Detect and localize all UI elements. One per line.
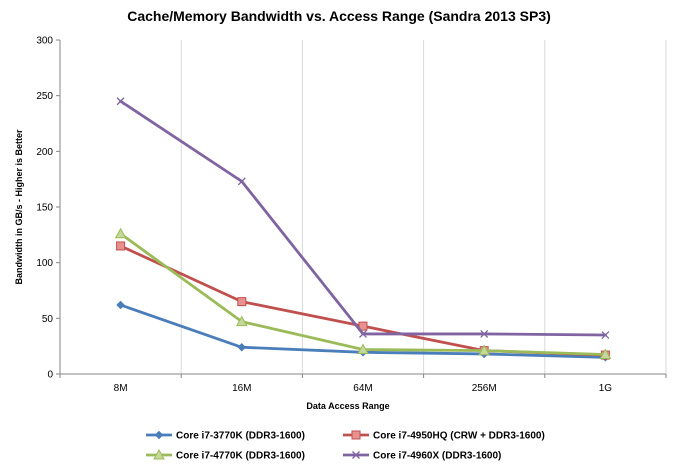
data-point xyxy=(359,329,367,338)
x-axis-title: Data Access Range xyxy=(306,401,389,411)
data-point xyxy=(480,329,489,338)
x-marker-stroke xyxy=(480,329,489,338)
legend: Core i7-3770K (DDR3-1600) Core i7-4950HQ … xyxy=(146,430,545,462)
grid-layer xyxy=(180,40,667,374)
x-tick-label: 16M xyxy=(232,383,251,394)
legend-label: Core i7-4960X (DDR3-1600) xyxy=(373,451,501,462)
y-tick-label: 300 xyxy=(36,36,53,47)
data-point xyxy=(357,343,369,355)
series-layer xyxy=(114,97,612,362)
data-point xyxy=(478,344,491,356)
chart-title: Cache/Memory Bandwidth vs. Access Range … xyxy=(127,8,551,24)
legend-label: Core i7-4950HQ (CRW + DDR3-1600) xyxy=(373,431,545,442)
x-marker-stroke xyxy=(352,451,360,459)
data-point xyxy=(116,300,125,310)
x-tick-label: 256M xyxy=(472,383,497,394)
x-marker-stroke xyxy=(601,331,610,339)
x-tick-label: 8M xyxy=(114,383,128,394)
legend-marker xyxy=(154,430,164,440)
x-marker-stroke xyxy=(359,329,367,338)
series-line xyxy=(119,99,607,337)
legend-marker xyxy=(352,451,360,459)
data-point xyxy=(599,348,612,360)
data-point xyxy=(237,342,247,352)
axis-layer: 0 50 100 150 200 250 300 8M 16M 64M 256M 1G xyxy=(36,36,667,394)
y-tick-label: 0 xyxy=(47,370,53,381)
data-point xyxy=(235,315,248,327)
legend-entry: Core i7-4770K (DDR3-1600) xyxy=(146,448,305,462)
legend-entry: Core i7-4950HQ (CRW + DDR3-1600) xyxy=(343,430,545,442)
legend-entry: Core i7-4960X (DDR3-1600) xyxy=(343,451,501,462)
legend-label: Core i7-4770K (DDR3-1600) xyxy=(176,451,305,462)
data-point xyxy=(358,321,368,331)
x-marker-stroke xyxy=(116,97,125,106)
legend-marker xyxy=(351,430,361,440)
x-tick-label: 1G xyxy=(599,383,613,394)
series-line xyxy=(119,232,607,356)
y-tick-label: 250 xyxy=(36,91,53,102)
y-tick-label: 100 xyxy=(36,258,53,269)
series-4 xyxy=(116,97,610,339)
y-tick-label: 200 xyxy=(36,147,53,158)
x-tick-label: 64M xyxy=(353,383,372,394)
series-line xyxy=(119,244,607,357)
data-point xyxy=(116,97,125,106)
legend-marker xyxy=(153,448,165,460)
y-tick-label: 50 xyxy=(42,314,54,325)
series-3 xyxy=(114,227,612,360)
legend-label: Core i7-3770K (DDR3-1600) xyxy=(176,431,305,442)
series-2 xyxy=(116,241,610,360)
y-axis-title: Bandwidth in GB/s - Higher is Better xyxy=(14,129,24,285)
legend-entry: Core i7-3770K (DDR3-1600) xyxy=(146,431,305,442)
data-point xyxy=(116,241,126,251)
data-point xyxy=(601,331,610,339)
y-tick-label: 150 xyxy=(36,203,53,214)
data-point xyxy=(237,177,246,186)
data-point xyxy=(114,227,127,239)
data-point xyxy=(237,297,247,307)
x-marker-stroke xyxy=(237,177,246,186)
